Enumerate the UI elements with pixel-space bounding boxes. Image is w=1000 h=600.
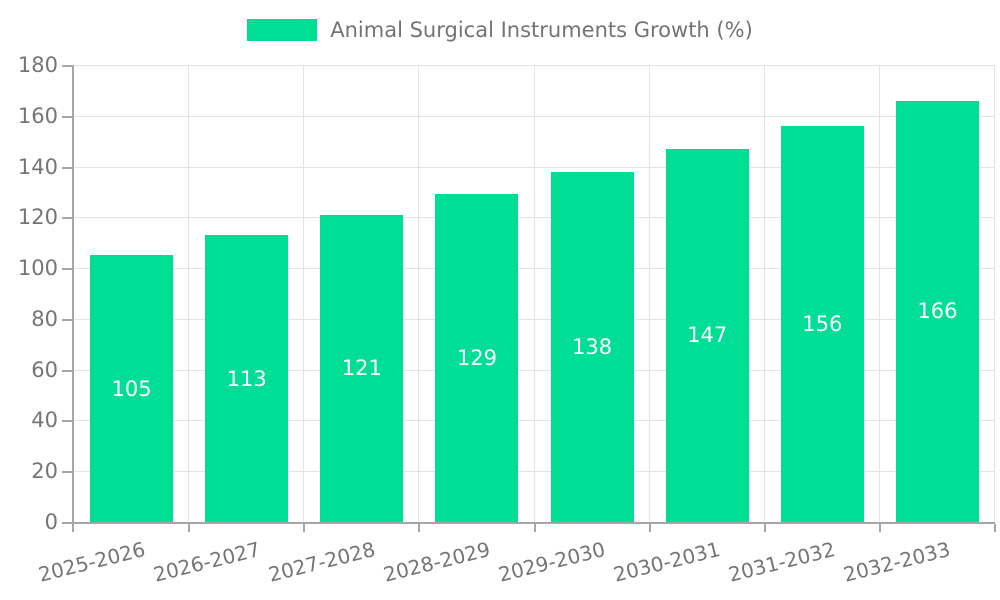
- gridline-horizontal: [74, 318, 995, 320]
- y-axis-tick: [62, 65, 72, 67]
- gridline-vertical: [763, 65, 765, 522]
- legend-item[interactable]: Animal Surgical Instruments Growth (%): [0, 18, 1000, 42]
- y-axis-tick: [62, 522, 72, 524]
- y-tick-label: 140: [17, 154, 58, 179]
- x-tick-label: 2027-2028: [265, 537, 378, 587]
- gridline-horizontal: [74, 420, 995, 422]
- x-axis-tick: [763, 524, 766, 532]
- y-tick-label: 180: [17, 53, 58, 77]
- bar-value-label: 147: [687, 323, 728, 348]
- gridline-vertical: [994, 65, 995, 522]
- gridline-horizontal: [74, 115, 995, 117]
- bar-2026-2027[interactable]: 113: [205, 235, 289, 522]
- x-tick-label: 2032-2033: [841, 537, 954, 587]
- y-tick-label: 20: [31, 459, 58, 484]
- x-axis-tick: [994, 524, 996, 532]
- x-axis-tick: [878, 524, 881, 532]
- gridline-vertical: [418, 65, 420, 522]
- y-axis-tick: [62, 318, 72, 321]
- x-tick-label: 2029-2030: [496, 537, 608, 587]
- bar-value-label: 105: [111, 376, 152, 401]
- bar-2030-2031[interactable]: 147: [665, 148, 749, 522]
- y-tick-label: 160: [17, 103, 58, 128]
- x-tick-label: 2026-2027: [150, 537, 263, 587]
- gridline-horizontal: [74, 369, 995, 371]
- y-tick-label: 100: [17, 256, 58, 281]
- x-tick-label: 2025-2026: [35, 537, 148, 587]
- x-axis-tick: [303, 524, 306, 532]
- legend-label: Animal Surgical Instruments Growth (%): [330, 18, 753, 42]
- y-axis-tick: [62, 420, 72, 423]
- gridline-horizontal: [74, 471, 995, 473]
- gridline-vertical: [648, 65, 650, 522]
- gridline-horizontal: [74, 268, 995, 270]
- bar-value-label: 113: [226, 366, 267, 391]
- y-axis-tick: [62, 268, 72, 271]
- x-tick-label: 2031-2032: [726, 537, 838, 587]
- x-axis-tick: [188, 524, 191, 532]
- y-axis-tick: [62, 471, 72, 474]
- plot-area: 0 20 40 60 80 100 120 140 160 180 105 2025-2026 113 2…: [18, 54, 996, 587]
- bar-value-label: 129: [456, 346, 497, 371]
- legend-swatch-icon: [247, 19, 318, 41]
- y-axis-tick: [62, 166, 72, 169]
- y-tick-label: 0: [44, 510, 58, 534]
- bar-2031-2032[interactable]: 156: [780, 125, 864, 522]
- bar-2027-2028[interactable]: 121: [320, 214, 404, 522]
- gridline-horizontal: [74, 217, 995, 219]
- bar-value-label: 121: [341, 356, 382, 381]
- gridline-vertical: [188, 65, 190, 522]
- x-tick-label: 2028-2029: [380, 537, 493, 587]
- bar-value-label: 166: [917, 299, 958, 324]
- x-axis-tick: [648, 524, 651, 532]
- y-tick-label: 60: [31, 357, 58, 382]
- bar-2029-2030[interactable]: 138: [550, 171, 634, 522]
- y-axis-tick: [62, 115, 72, 118]
- gridline-horizontal: [74, 166, 995, 168]
- bar-value-label: 156: [802, 311, 843, 336]
- y-tick-label: 40: [31, 408, 58, 433]
- x-axis-tick: [533, 524, 536, 532]
- y-axis-tick: [62, 369, 72, 372]
- x-tick-label: 2030-2031: [611, 537, 723, 587]
- gridline-vertical: [878, 65, 880, 522]
- y-tick-label: 120: [17, 205, 58, 230]
- bar-2025-2026[interactable]: 105: [90, 255, 174, 522]
- gridline-horizontal: [74, 65, 995, 66]
- y-tick-label: 80: [31, 306, 58, 331]
- x-axis-tick: [418, 524, 421, 532]
- gridline-vertical: [303, 65, 305, 522]
- bar-2028-2029[interactable]: 129: [435, 194, 519, 522]
- bar-value-label: 138: [572, 334, 613, 359]
- bar-2032-2033[interactable]: 166: [895, 100, 979, 522]
- y-axis-tick: [62, 217, 72, 220]
- x-axis-tick: [72, 524, 74, 532]
- gridline-vertical: [533, 65, 535, 522]
